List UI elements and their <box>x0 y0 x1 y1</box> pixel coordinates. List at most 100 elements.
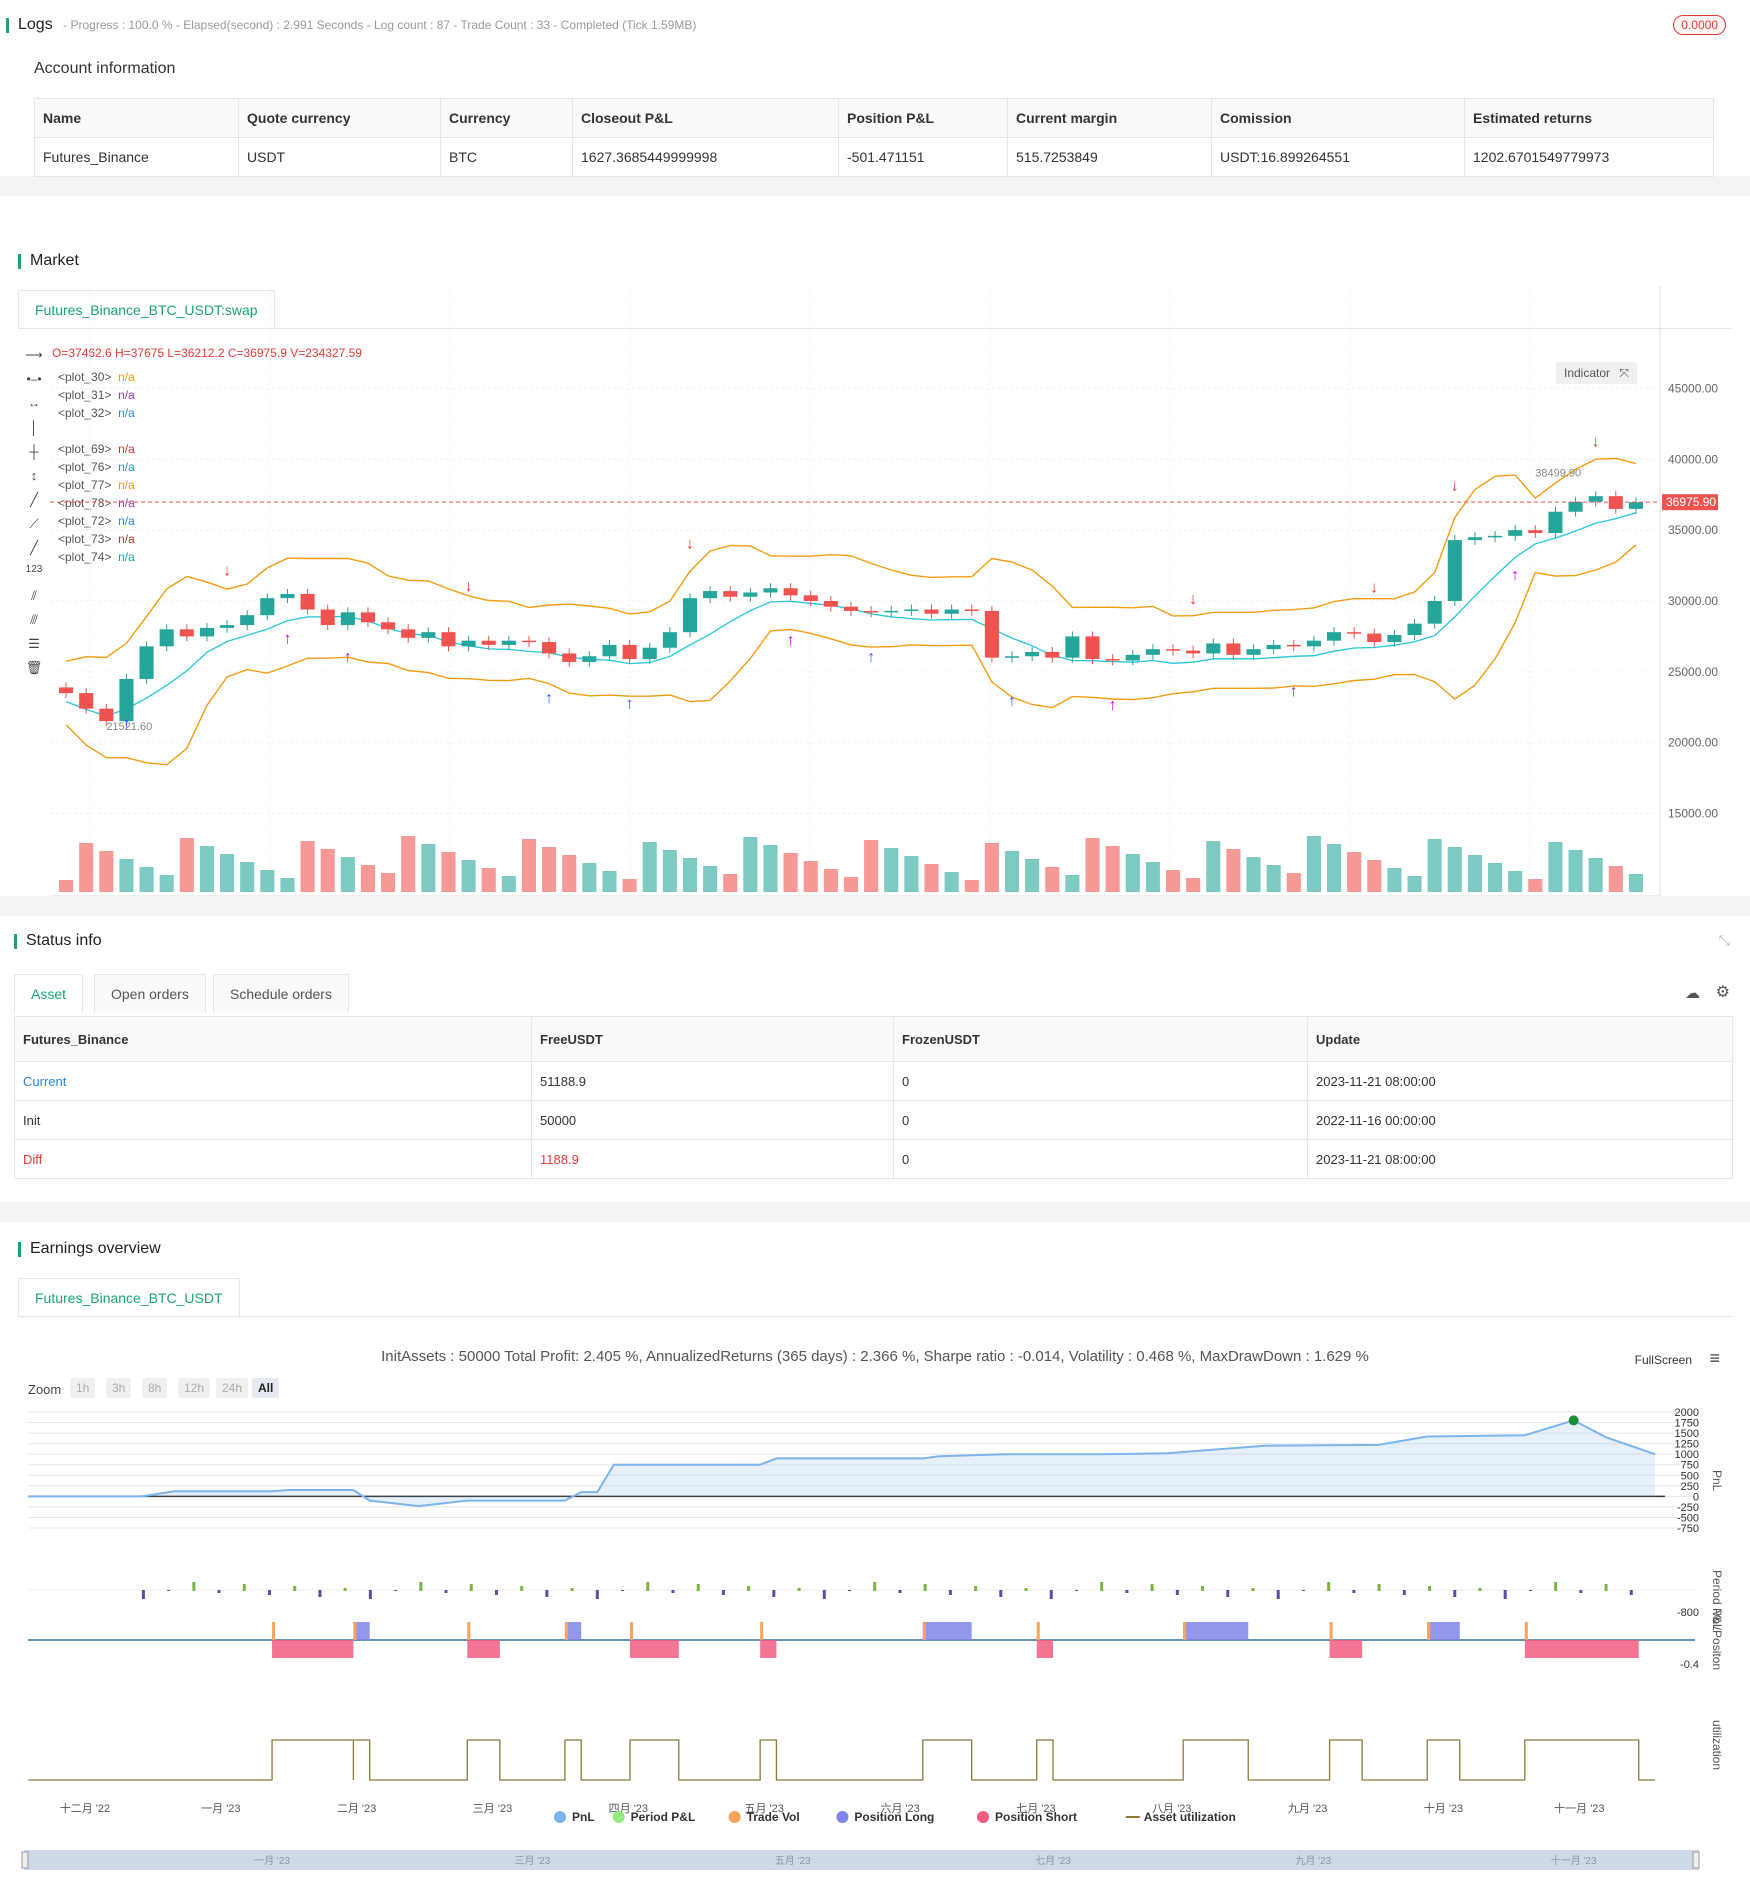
period-pnl-bar <box>494 1590 498 1595</box>
trade-vol-bar <box>564 1622 568 1640</box>
volume-bar <box>662 850 677 892</box>
y-tick-label: 35000.00 <box>1668 523 1718 537</box>
expand-icon: ⤧ <box>1619 366 1629 380</box>
cloud-download-icon[interactable]: ☁ <box>1685 985 1700 1002</box>
horizontal-segment-tool-icon[interactable]: ↔ <box>28 396 40 410</box>
volume-bar <box>803 861 818 892</box>
zoom-3h-button[interactable]: 3h <box>106 1378 132 1398</box>
volume-bar <box>743 837 758 892</box>
period-pnl-bar <box>141 1590 145 1599</box>
period-pnl-bar <box>192 1582 196 1591</box>
pnl-tick-label: -500 <box>1677 1512 1699 1524</box>
candle-body <box>139 646 154 679</box>
trade-vol-bar <box>272 1622 276 1640</box>
candle-body <box>159 629 174 647</box>
ray-tool-icon[interactable]: ⟋ <box>29 516 39 531</box>
legend-item: <plot_32> n/a <box>58 406 135 420</box>
volume-bar <box>1568 850 1583 892</box>
trade-signal-arrow: ↓ <box>686 536 694 553</box>
volume-bar <box>1025 859 1040 892</box>
position-short-block <box>467 1640 500 1658</box>
table-row: Current 51188.9 0 2023-11-21 08:00:00 <box>14 1061 1733 1101</box>
zoom-1h-button[interactable]: 1h <box>70 1378 96 1398</box>
horizontal-ray-tool-icon[interactable]: •–• <box>26 372 42 386</box>
period-pnl-bar <box>1327 1582 1331 1591</box>
period-pnl-bar <box>1301 1590 1305 1591</box>
collapse-icon[interactable]: ⤡ <box>1718 932 1730 948</box>
period-pnl-bar <box>1402 1590 1406 1595</box>
navigator-tick-label: 三月 '23 <box>514 1855 550 1867</box>
table-row: Init 50000 0 2022-11-16 00:00:00 <box>14 1100 1733 1140</box>
tab-asset[interactable]: Asset <box>14 974 84 1013</box>
candle-body <box>1206 643 1221 654</box>
fib-tool-icon[interactable]: ⫻ <box>30 612 38 627</box>
price-tool-icon[interactable]: 123 <box>25 564 43 575</box>
period-pnl-bar <box>595 1590 599 1599</box>
y-tick-label: 30000.00 <box>1668 594 1718 608</box>
period-pnl-bar <box>1478 1588 1482 1591</box>
gear-icon[interactable]: ⚙ <box>1715 984 1730 1001</box>
candle-body <box>904 609 919 611</box>
vertical-segment-tool-icon[interactable]: ↕ <box>30 468 38 483</box>
period-pnl-bar <box>1554 1582 1558 1591</box>
period-pnl-bar <box>1503 1590 1507 1599</box>
zoom-all-button[interactable]: All <box>252 1378 280 1398</box>
trade-signal-arrow: ↑ <box>1008 693 1016 710</box>
candle-body <box>461 640 476 647</box>
parallel-channel-tool-icon[interactable]: ⫽ <box>31 588 37 603</box>
table-cell[interactable]: Current <box>14 1061 532 1101</box>
navigator-tick-label: 一月 '23 <box>254 1855 290 1867</box>
column-header: Name <box>34 98 239 138</box>
period-pnl-bar <box>1125 1590 1129 1593</box>
volume-bar <box>1206 841 1221 892</box>
position-short-block <box>1524 1640 1639 1658</box>
legend-label: PnL <box>572 1810 595 1824</box>
pnl-area <box>28 1420 1655 1507</box>
candle-body <box>360 612 376 623</box>
candlestick-chart[interactable]: 45000.00 40000.00 35000.00 30000.00 25000.00… <box>0 196 1750 896</box>
volume-bar <box>1004 851 1020 892</box>
legend-item: <plot_74> n/a <box>58 550 135 564</box>
zoom-24h-button[interactable]: 24h <box>216 1378 249 1398</box>
pnl-tick-label: 1750 <box>1675 1418 1699 1430</box>
vertical-ray-tool-icon[interactable]: ┼ <box>29 444 39 459</box>
candle-body <box>1367 633 1382 643</box>
horizontal-line-tool-icon[interactable]: ⟶ <box>25 348 43 362</box>
fullscreen-button[interactable]: FullScreen <box>1634 1353 1692 1367</box>
volume-bar <box>1528 879 1543 892</box>
candle-body <box>1085 636 1100 660</box>
tab-earnings-symbol[interactable]: Futures_Binance_BTC_USDT <box>18 1278 240 1317</box>
navigator-handle-left <box>21 1851 29 1869</box>
period-pnl-bar <box>621 1590 625 1591</box>
candle-body <box>542 642 557 654</box>
tab-open-orders[interactable]: Open orders <box>94 974 206 1013</box>
candle-body <box>401 629 416 638</box>
position-short-block <box>760 1640 777 1658</box>
period-pnl-bar <box>1276 1590 1280 1599</box>
trade-signal-arrow: ↓ <box>1592 434 1600 451</box>
volume-bar <box>1165 870 1181 892</box>
trend-line-tool-icon[interactable]: ╱ <box>30 492 38 507</box>
candle-body <box>260 598 275 616</box>
fib-retracement-tool-icon[interactable]: ☰ <box>28 636 40 651</box>
tab-schedule-orders[interactable]: Schedule orders <box>213 974 349 1013</box>
segment-tool-icon[interactable]: ╱ <box>30 540 38 555</box>
candle-body <box>602 644 617 657</box>
tab-underline <box>18 328 1732 329</box>
indicator-button[interactable]: Indicator ⤧ <box>1556 362 1637 384</box>
legend-label: Position Short <box>995 1810 1077 1824</box>
menu-icon[interactable]: ≡ <box>1709 1348 1720 1368</box>
trash-icon[interactable]: 🗑 <box>25 660 43 675</box>
tab-market-symbol[interactable]: Futures_Binance_BTC_USDT:swap <box>18 290 275 329</box>
column-header: Position P&L <box>838 98 1008 138</box>
volume-bar <box>220 854 235 892</box>
volume-bar <box>843 877 859 892</box>
navigator-tick-label: 九月 '23 <box>1295 1855 1331 1867</box>
zoom-8h-button[interactable]: 8h <box>142 1378 168 1398</box>
high-marker-label: 38499.90 <box>1535 467 1581 479</box>
earnings-chart[interactable]: 200017501500125010007505002500-250-500-7… <box>0 1400 1750 1899</box>
vertical-line-tool-icon[interactable]: │ <box>29 420 39 435</box>
period-pnl-bar <box>545 1590 549 1597</box>
period-pnl-bar <box>1528 1590 1532 1591</box>
zoom-12h-button[interactable]: 12h <box>178 1378 211 1398</box>
